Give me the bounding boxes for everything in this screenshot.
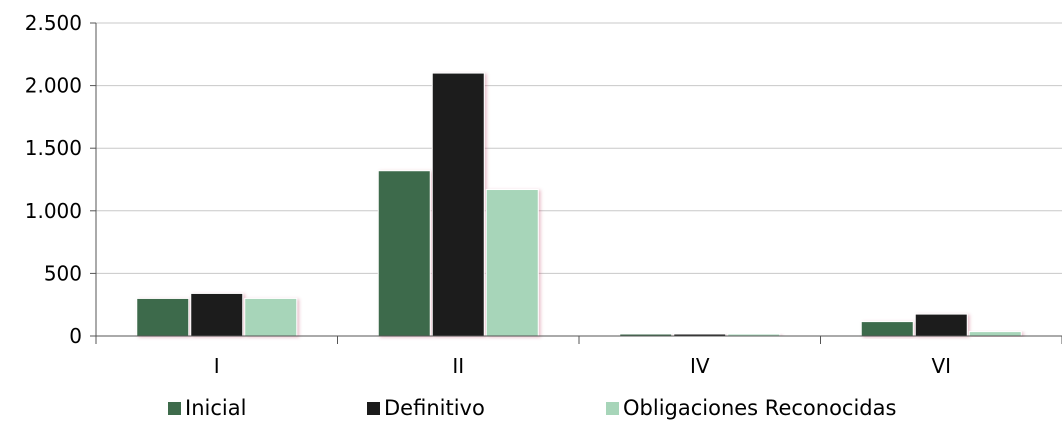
legend-swatch xyxy=(168,402,181,415)
y-tick-label: 500 xyxy=(44,261,82,285)
bar-definitivo-vi xyxy=(914,313,968,337)
bar-definitivo-ii xyxy=(431,72,485,337)
legend-swatch xyxy=(367,402,380,415)
x-tick-label: I xyxy=(214,354,220,378)
y-tick-label: 1.500 xyxy=(25,136,82,160)
x-tick-label: IV xyxy=(690,354,710,378)
x-axis-ticks: I II IV VI xyxy=(95,336,1062,378)
y-tick-label: 2.500 xyxy=(25,11,82,35)
legend-label: Inicial xyxy=(185,396,246,420)
x-tick-label: II xyxy=(452,354,464,378)
bar-inicial-i xyxy=(136,297,190,337)
bar-obligaciones-reconocidas-i xyxy=(244,297,298,337)
legend: Inicial Definitivo Obligaciones Reconocida… xyxy=(168,396,896,420)
legend-item: Definitivo xyxy=(367,396,485,420)
x-tick-label: VI xyxy=(931,354,951,378)
legend-label: Definitivo xyxy=(384,396,485,420)
gridlines xyxy=(96,22,1062,274)
bar-inicial-ii xyxy=(377,170,431,337)
bar-inicial-vi xyxy=(860,321,914,337)
legend-label: Obligaciones Reconocidas xyxy=(623,396,896,420)
y-axis-ticks: 0 500 1.000 1.500 2.000 2.500 xyxy=(25,11,96,348)
legend-item: Inicial xyxy=(168,396,246,420)
legend-item: Obligaciones Reconocidas xyxy=(606,396,896,420)
y-tick-label: 0 xyxy=(69,324,82,348)
y-tick-label: 1.000 xyxy=(25,199,82,223)
axes xyxy=(95,23,1062,337)
y-tick-label: 2.000 xyxy=(25,74,82,98)
bar-obligaciones-reconocidas-vi xyxy=(968,331,1022,337)
legend-swatch xyxy=(606,402,619,415)
bar-obligaciones-reconocidas-ii xyxy=(485,189,539,337)
bar-definitivo-i xyxy=(190,292,244,337)
bars xyxy=(136,72,1022,337)
